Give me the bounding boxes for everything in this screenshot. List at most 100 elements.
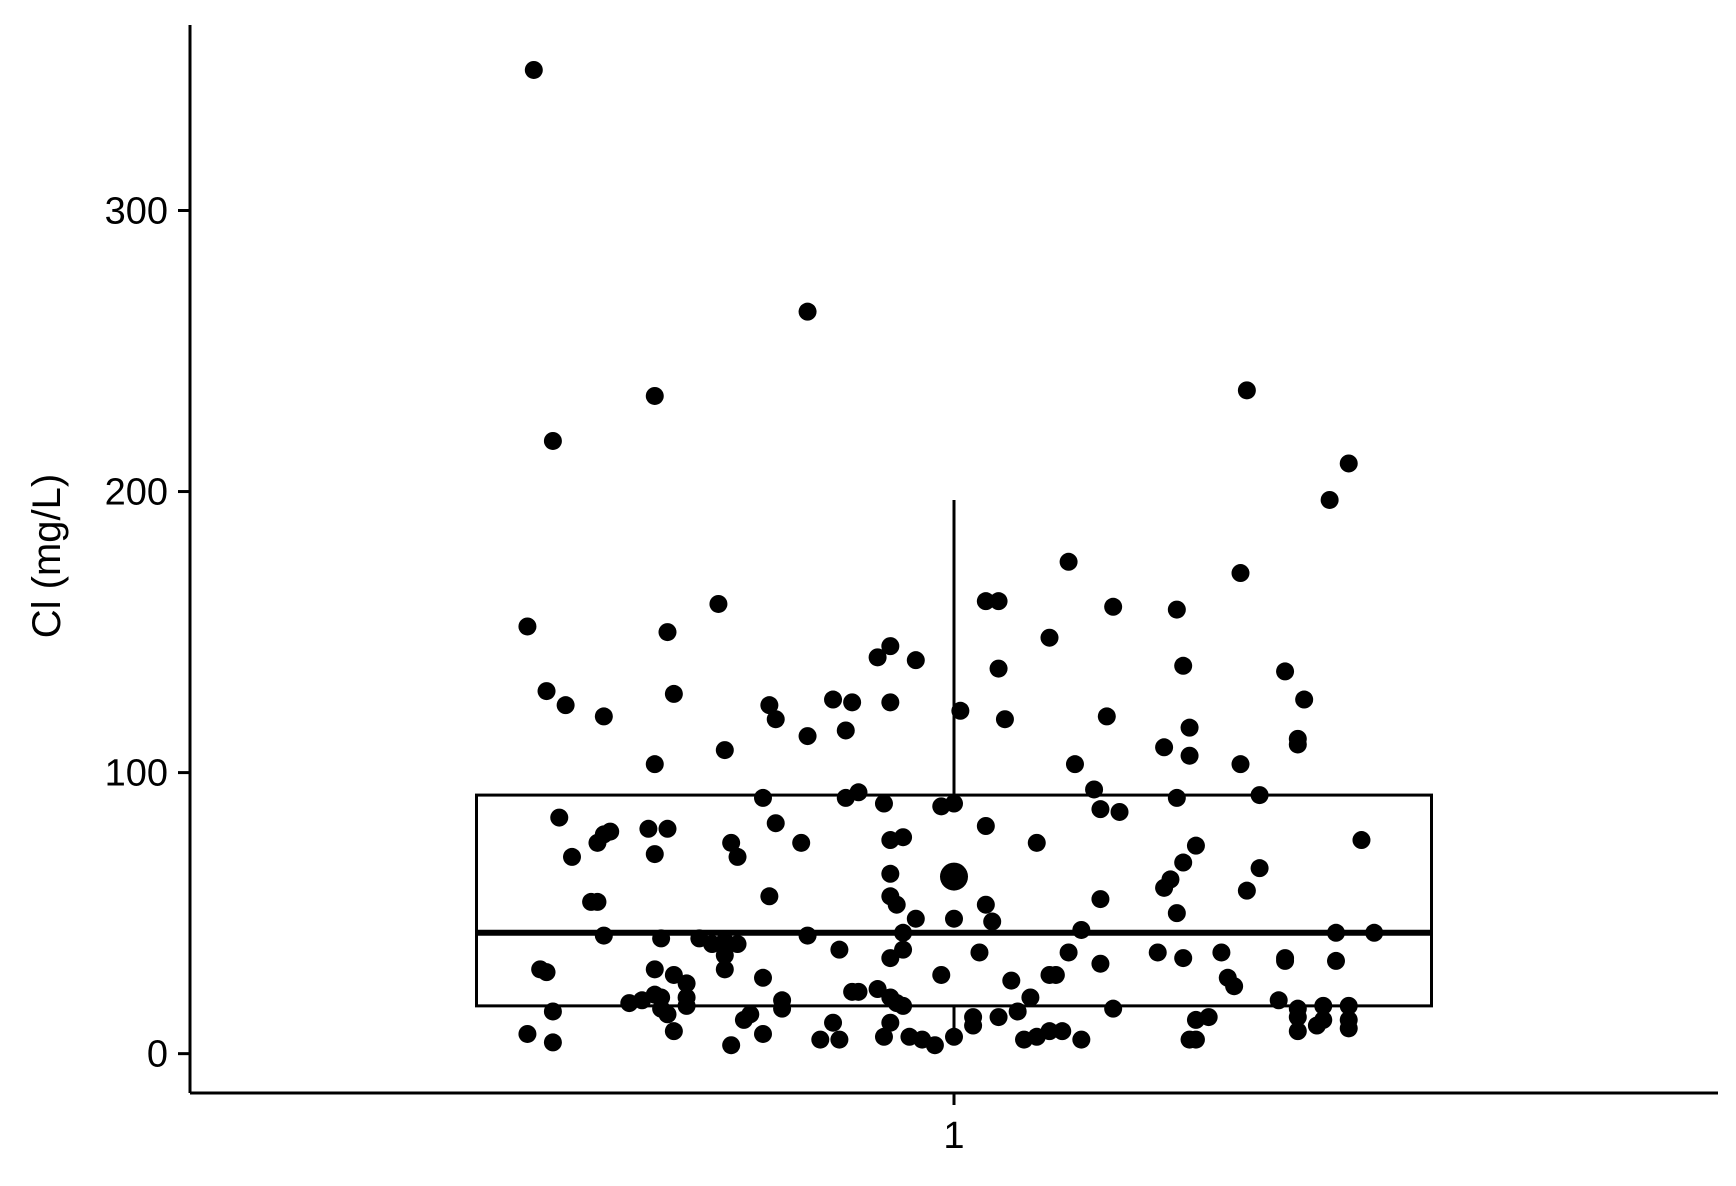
data-point [1339,996,1358,1015]
data-point [594,707,613,726]
data-point [798,926,817,945]
data-point [594,926,613,945]
mean-marker [940,862,968,891]
data-point [588,892,607,911]
data-point [1327,951,1345,970]
data-point [537,963,556,982]
data-point [989,592,1008,611]
data-point [664,1022,683,1041]
data-point [543,1002,562,1021]
data-point [932,965,951,984]
data-point [989,1008,1008,1027]
data-point [1288,735,1307,754]
data-point [766,710,785,729]
data-point [543,431,562,450]
data-point [1174,949,1193,968]
data-point [1167,788,1186,807]
data-point [537,682,556,701]
data-point [798,302,817,321]
data-point [1269,991,1288,1010]
data-point [543,1033,562,1052]
data-point [1237,881,1256,900]
data-point [703,935,722,954]
data-point [1174,853,1193,872]
data-point [894,996,913,1015]
data-point [1339,454,1358,473]
data-point [1027,1027,1046,1046]
data-point [836,788,855,807]
data-point [658,819,677,838]
data-point [754,788,772,807]
data-point [811,1030,830,1049]
data-point [881,637,900,656]
data-point [658,1005,677,1024]
data-point [881,949,900,968]
data-point [1053,1022,1072,1041]
data-point [868,980,887,999]
data-point [588,833,607,852]
y-tick-label: 100 [105,753,168,795]
data-point [1180,746,1199,765]
data-point [989,659,1008,678]
data-point [881,864,900,883]
mean-marker-group [940,862,968,891]
data-point [1212,943,1231,962]
data-point [976,817,995,835]
data-point [1250,859,1269,878]
data-point [760,887,779,906]
data-point [645,845,664,864]
data-point [1352,831,1371,850]
axes: 0 100 200 300 1 [105,25,1718,1157]
data-point [1008,1002,1027,1021]
data-point [1231,564,1250,583]
data-point [894,940,913,959]
data-point [524,60,543,79]
data-point [1231,755,1250,774]
data-point [664,965,683,984]
y-axis-title: Cl (mg/L) [25,474,69,638]
data-point [970,943,989,962]
data-point [715,741,734,760]
data-point [874,1027,893,1046]
data-point [1085,780,1104,799]
data-point [1365,923,1384,942]
data-point [881,693,900,712]
data-point [1225,977,1244,996]
data-point [881,831,900,850]
data-point [1186,836,1205,855]
data-point [1174,656,1193,675]
data-point [1320,490,1339,509]
data-point [843,693,862,712]
data-point [868,648,887,667]
data-point [830,1030,849,1049]
data-point [830,940,849,959]
data-point [760,696,779,715]
data-point [1276,951,1295,970]
data-point [734,1010,753,1029]
data-point [556,696,575,715]
data-point [645,386,664,405]
data-point [887,895,906,914]
data-point [715,946,734,965]
data-point [798,727,817,746]
data-point [1167,904,1186,923]
data-point [976,895,995,914]
data-point [728,847,747,866]
data-point [1250,786,1269,805]
data-point [1180,718,1199,737]
data-point [645,960,664,979]
data-point [550,808,569,827]
data-point [1027,833,1046,852]
data-point [1040,628,1059,647]
data-point [1237,381,1256,400]
data-point [1110,802,1129,821]
data-point [518,1024,537,1043]
y-tick-label: 200 [105,472,168,514]
data-point [1276,662,1295,681]
data-point [1002,971,1021,990]
data-point [792,833,811,852]
x-tick-label: 1 [943,1115,964,1157]
data-point [518,617,537,636]
data-point [722,833,741,852]
